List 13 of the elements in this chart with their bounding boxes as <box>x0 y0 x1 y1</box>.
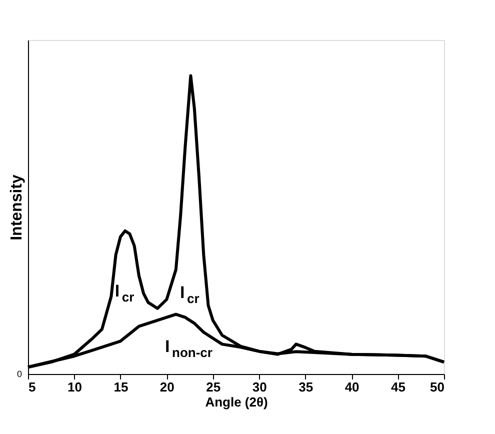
x-tick-label: 45 <box>391 380 406 394</box>
text: 0 <box>16 369 22 379</box>
x-tick-label: 15 <box>114 380 128 394</box>
y-axis-title: Intensity <box>8 174 26 240</box>
x-tick-label: 10 <box>67 380 82 394</box>
x-tick-label: 50 <box>430 380 444 394</box>
x-tick-label: 30 <box>252 380 267 394</box>
x-tick-label: 5 <box>28 380 36 394</box>
x-tick-label: 20 <box>160 380 174 394</box>
x-tick-label: 40 <box>344 380 360 394</box>
x-axis-title: Angle (2θ) <box>205 394 268 410</box>
x-tick-label: 35 <box>298 380 314 394</box>
x-tick-label: 25 <box>206 380 221 394</box>
